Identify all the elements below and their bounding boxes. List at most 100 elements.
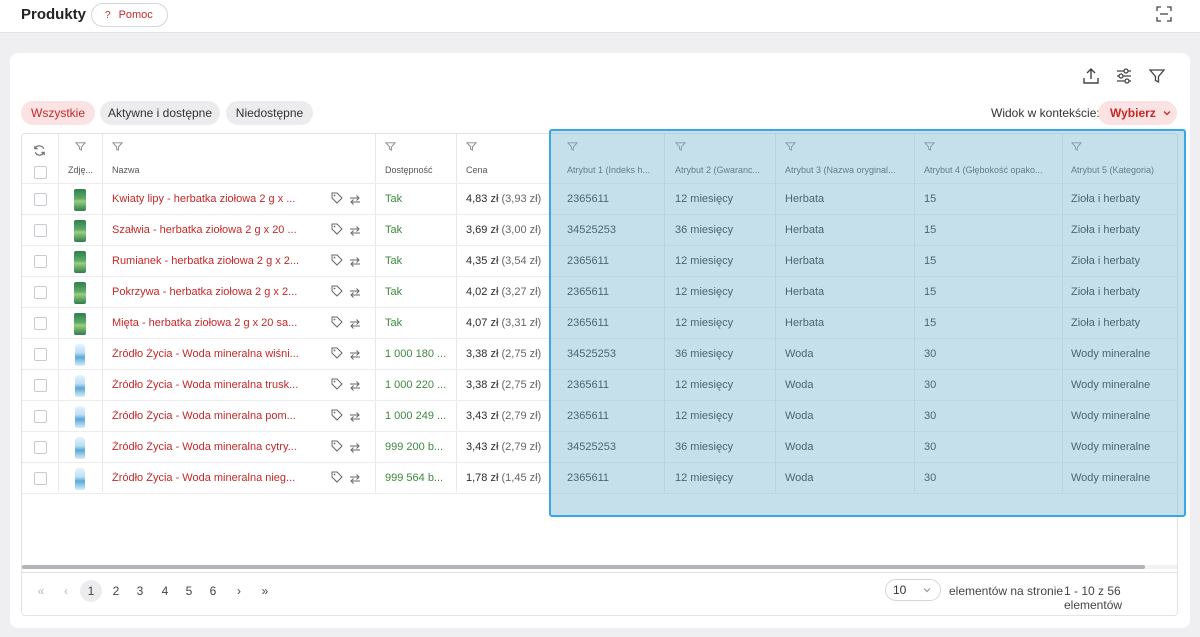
- tag-icon[interactable]: [331, 285, 343, 297]
- swap-icon[interactable]: [349, 380, 361, 392]
- col-header-attr2[interactable]: Atrybut 2 (Gwaranc...: [675, 165, 761, 175]
- column-filter-icon[interactable]: [466, 141, 477, 152]
- swap-icon[interactable]: [349, 473, 361, 485]
- product-name-link[interactable]: Źródło Życia - Woda mineralna wiśni...: [112, 347, 299, 360]
- product-name-link[interactable]: Źródło Życia - Woda mineralna cytry...: [112, 440, 297, 453]
- product-name-link[interactable]: Źródło Życia - Woda mineralna nieg...: [112, 471, 296, 484]
- price-gross: 4,35 zł: [466, 254, 499, 267]
- per-page-select[interactable]: 10: [885, 579, 941, 601]
- row-checkbox[interactable]: [34, 347, 47, 361]
- swap-icon[interactable]: [349, 225, 361, 237]
- column-filter-icon[interactable]: [675, 141, 686, 152]
- availability-value: Tak: [385, 285, 403, 298]
- row-checkbox[interactable]: [34, 471, 47, 485]
- availability-value: 999 200 b...: [385, 440, 444, 453]
- swap-icon[interactable]: [349, 318, 361, 330]
- page-6[interactable]: 6: [209, 584, 217, 598]
- product-thumbnail: [74, 219, 86, 242]
- col-header-attr4[interactable]: Atrybut 4 (Głębokość opako...: [924, 165, 1043, 175]
- page-2[interactable]: 2: [112, 584, 120, 598]
- attr1-value: 34525253: [567, 347, 616, 360]
- page-3[interactable]: 3: [136, 584, 144, 598]
- swap-icon[interactable]: [349, 349, 361, 361]
- column-filter-icon[interactable]: [75, 141, 86, 152]
- tag-icon[interactable]: [331, 471, 343, 483]
- attribute-columns-selection: [549, 129, 1186, 517]
- product-name-link[interactable]: Kwiaty lipy - herbatka ziołowa 2 g x ...: [112, 192, 296, 205]
- scan-icon[interactable]: [1156, 6, 1172, 22]
- product-name-link[interactable]: Szałwia - herbatka ziołowa 2 g x 20 ...: [112, 223, 297, 236]
- col-header-name[interactable]: Nazwa: [112, 165, 140, 175]
- swap-icon[interactable]: [349, 442, 361, 454]
- tag-icon[interactable]: [331, 223, 343, 235]
- column-filter-icon[interactable]: [924, 141, 935, 152]
- row-checkbox[interactable]: [34, 223, 47, 237]
- attr1-value: 34525253: [567, 440, 616, 453]
- price-net: (3,54 zł): [501, 254, 542, 267]
- product-name-link[interactable]: Źródło Życia - Woda mineralna trusk...: [112, 378, 299, 391]
- column-filter-icon[interactable]: [785, 141, 796, 152]
- swap-icon[interactable]: [349, 256, 361, 268]
- product-thumbnail: [74, 188, 86, 211]
- col-header-price[interactable]: Cena: [466, 165, 488, 175]
- product-name-link[interactable]: Źródło Życia - Woda mineralna pom...: [112, 409, 296, 422]
- col-header-attr1[interactable]: Atrybut 1 (Indeks h...: [567, 165, 651, 175]
- chip-all[interactable]: Wszystkie: [21, 101, 95, 125]
- chip-unavailable[interactable]: Niedostępne: [226, 101, 313, 125]
- tag-icon[interactable]: [331, 254, 343, 266]
- row-checkbox[interactable]: [34, 440, 47, 454]
- tag-icon[interactable]: [331, 409, 343, 421]
- tag-icon[interactable]: [331, 316, 343, 328]
- filter-icon[interactable]: [1148, 67, 1166, 85]
- swap-icon[interactable]: [349, 411, 361, 423]
- select-all-checkbox[interactable]: [34, 166, 47, 179]
- price-value: 4,35 zł (3,54 zł): [466, 255, 546, 267]
- tag-icon[interactable]: [331, 192, 343, 204]
- swap-icon[interactable]: [349, 194, 361, 206]
- row-checkbox[interactable]: [34, 378, 47, 392]
- sliders-icon[interactable]: [1115, 67, 1133, 85]
- row-divider: [22, 276, 1177, 277]
- attr4-value: 15: [924, 223, 937, 236]
- chevron-down-icon: [923, 588, 931, 593]
- product-name-link[interactable]: Mięta - herbatka ziołowa 2 g x 20 sa...: [112, 316, 298, 329]
- help-button[interactable]: ? Pomoc: [91, 3, 168, 27]
- product-name-link[interactable]: Rumianek - herbatka ziołowa 2 g x 2...: [112, 254, 300, 267]
- page-1[interactable]: 1: [80, 580, 102, 602]
- tag-icon[interactable]: [331, 440, 343, 452]
- products-card: Wszystkie Aktywne i dostępne Niedostępne…: [10, 53, 1190, 628]
- row-checkbox[interactable]: [34, 409, 47, 423]
- product-name-link[interactable]: Pokrzywa - herbatka ziołowa 2 g x 2...: [112, 285, 298, 298]
- row-checkbox[interactable]: [34, 285, 47, 299]
- last-page-button[interactable]: »: [261, 584, 269, 598]
- col-header-availability[interactable]: Dostępność: [385, 165, 433, 175]
- page-5[interactable]: 5: [185, 584, 193, 598]
- column-filter-icon[interactable]: [385, 141, 396, 152]
- export-icon[interactable]: [1082, 67, 1100, 85]
- swap-icon[interactable]: [349, 287, 361, 299]
- col-header-attr5[interactable]: Atrybut 5 (Kategoria): [1071, 165, 1155, 175]
- page-4[interactable]: 4: [161, 584, 169, 598]
- row-divider: [22, 245, 1177, 246]
- attr2-value: 12 miesięcy: [675, 316, 734, 329]
- per-page-label: elementów na stronie: [949, 584, 1064, 598]
- row-checkbox[interactable]: [34, 254, 47, 268]
- first-page-button[interactable]: «: [37, 584, 45, 598]
- next-page-button[interactable]: ›: [237, 584, 241, 598]
- context-select[interactable]: Wybierz: [1098, 101, 1177, 125]
- horizontal-scrollbar-thumb[interactable]: [22, 565, 1145, 569]
- attr5-value: Zioła i herbaty: [1071, 316, 1141, 329]
- column-filter-icon[interactable]: [1071, 141, 1082, 152]
- column-filter-icon[interactable]: [112, 141, 123, 152]
- row-checkbox[interactable]: [34, 192, 47, 206]
- product-thumbnail: [74, 250, 86, 273]
- refresh-icon[interactable]: [33, 144, 46, 157]
- chip-active-available[interactable]: Aktywne i dostępne: [100, 101, 220, 125]
- column-filter-icon[interactable]: [567, 141, 578, 152]
- col-header-attr3[interactable]: Atrybut 3 (Nazwa oryginal...: [785, 165, 896, 175]
- tag-icon[interactable]: [331, 347, 343, 359]
- col-header-image[interactable]: Zdję...: [68, 165, 94, 175]
- row-checkbox[interactable]: [34, 316, 47, 330]
- prev-page-button[interactable]: ‹: [64, 584, 68, 598]
- tag-icon[interactable]: [331, 378, 343, 390]
